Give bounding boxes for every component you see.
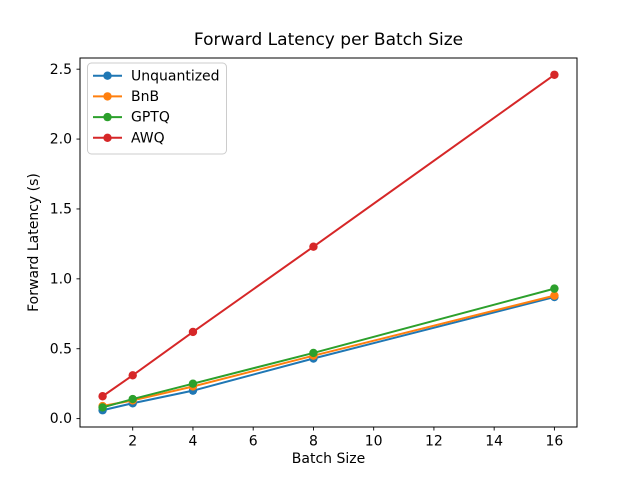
y-axis-label: Forward Latency (s)	[26, 173, 42, 312]
legend: Unquantized BnB GPTQ AWQ	[87, 62, 227, 155]
data-point-AWQ-4	[188, 327, 198, 337]
series-GPTQ	[98, 284, 559, 412]
plot-border	[79, 57, 578, 428]
y-tick-label: 1.5	[50, 202, 72, 218]
data-point-AWQ-8	[309, 242, 318, 251]
legend-label-AWQ: AWQ	[131, 130, 165, 146]
chart-title: Forward Latency per Batch Size	[194, 30, 463, 50]
x-tick-label: 12	[425, 434, 443, 450]
x-tick-label: 8	[309, 434, 318, 450]
data-point-GPTQ-4	[188, 379, 198, 388]
x-axis-label: Batch Size	[292, 451, 365, 467]
legend-marker-Unquantized	[103, 71, 112, 80]
x-tick-label: 4	[188, 434, 197, 450]
legend-label-Unquantized: Unquantized	[131, 68, 220, 84]
data-point-AWQ-1	[98, 392, 107, 401]
x-tick-label: 2	[128, 434, 137, 450]
data-point-GPTQ-2	[128, 394, 137, 404]
legend-marker-AWQ	[103, 133, 112, 142]
data-point-AWQ-2	[128, 371, 137, 380]
data-point-GPTQ-8	[309, 348, 318, 358]
legend-box	[87, 62, 227, 155]
x-tick-label: 6	[249, 434, 258, 450]
series-AWQ	[98, 70, 559, 401]
legend-marker-GPTQ	[103, 112, 112, 122]
data-point-BnB-16	[550, 291, 559, 300]
data-point-GPTQ-1	[98, 403, 107, 412]
data-point-AWQ-16	[550, 70, 559, 79]
x-tick-label: 16	[545, 434, 563, 450]
legend-label-GPTQ: GPTQ	[131, 110, 170, 126]
y-tick-label: 1.0	[50, 271, 72, 287]
legend-label-BnB: BnB	[131, 89, 159, 105]
y-tick-label: 2.5	[50, 62, 72, 78]
y-tick-label: 0.0	[50, 411, 72, 427]
x-tick-label: 10	[365, 434, 383, 450]
x-tick-label: 14	[485, 434, 503, 450]
legend-marker-BnB	[103, 92, 112, 101]
y-tick-label: 0.5	[50, 341, 72, 357]
y-tick-label: 2.0	[50, 132, 72, 148]
data-point-GPTQ-16	[550, 284, 559, 293]
